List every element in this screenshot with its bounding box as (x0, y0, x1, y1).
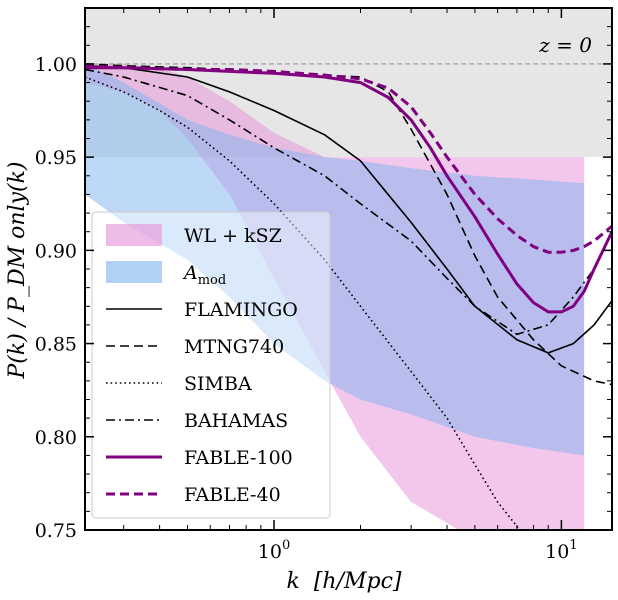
legend-label-mtng740: MTNG740 (184, 336, 284, 358)
legend-label-bahamas: BAHAMAS (184, 410, 288, 432)
band-layer (85, 63, 585, 530)
y-axis-label: P(k) / P_DM only(k) (5, 161, 30, 379)
legend: WL + kSZ Amod FLAMINGO MTNG740 SIMBA BAHAMAS F… (91, 211, 331, 519)
tick-layer: 0.75 0.80 0.85 0.90 0.95 1.00 100 101 (35, 8, 612, 563)
series-flamingo (85, 65, 612, 354)
y-tick-label: 0.90 (35, 240, 77, 262)
legend-swatch-a-mod (106, 261, 162, 283)
legend-label-simba: SIMBA (184, 373, 252, 395)
legend-swatch-wl-ksz (106, 224, 162, 246)
legend-label-fable-100: FABLE-100 (184, 447, 293, 469)
legend-frame (91, 211, 331, 519)
x-tick-label: 100 (258, 538, 290, 563)
x-tick-label: 101 (545, 538, 577, 563)
band-a-mod (85, 63, 585, 456)
legend-label-wl-ksz: WL + kSZ (184, 225, 282, 247)
legend-label-fable-40: FABLE-40 (184, 484, 281, 506)
y-tick-label: 0.80 (35, 427, 77, 449)
series-fable-40 (85, 64, 612, 254)
legend-label-flamingo: FLAMINGO (184, 299, 298, 321)
series-layer (85, 63, 612, 530)
y-tick-label: 0.95 (35, 147, 77, 169)
y-tick-label: 0.85 (35, 334, 77, 356)
y-tick-label: 0.75 (35, 520, 77, 542)
y-tick-label: 1.00 (35, 54, 77, 76)
z-annotation: z = 0 (538, 33, 592, 57)
series-bahamas (85, 68, 612, 336)
series-fable-100 (85, 66, 612, 314)
legend-label-a-mod: Amod (182, 262, 226, 288)
x-axis-label: k [h/Mpc] (287, 569, 402, 594)
